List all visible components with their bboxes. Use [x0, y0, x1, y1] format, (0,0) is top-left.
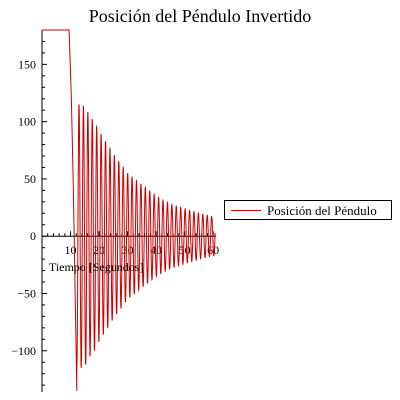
x-tick-label: 20	[93, 243, 105, 257]
y-tick-label: 0	[30, 229, 36, 243]
legend: Posición del Péndulo	[224, 200, 392, 220]
series-layer	[42, 29, 216, 391]
y-tick-label: −50	[17, 286, 36, 300]
y-tick-label: 50	[24, 172, 36, 186]
x-axis-label: Tiempo [Segundos]	[49, 260, 144, 274]
y-tick-label: 100	[18, 115, 36, 129]
x-tick-label: 30	[122, 243, 134, 257]
x-tick-label: 50	[179, 243, 191, 257]
y-tick-label: −100	[11, 344, 36, 358]
series-line-posicion-del-pendulo	[42, 29, 216, 391]
chart-title: Posición del Péndulo Invertido	[88, 6, 312, 26]
legend-label: Posición del Péndulo	[267, 203, 377, 218]
legend-line-icon	[231, 210, 261, 211]
x-tick-label: 10	[65, 243, 77, 257]
y-tick-label: 150	[18, 57, 36, 71]
